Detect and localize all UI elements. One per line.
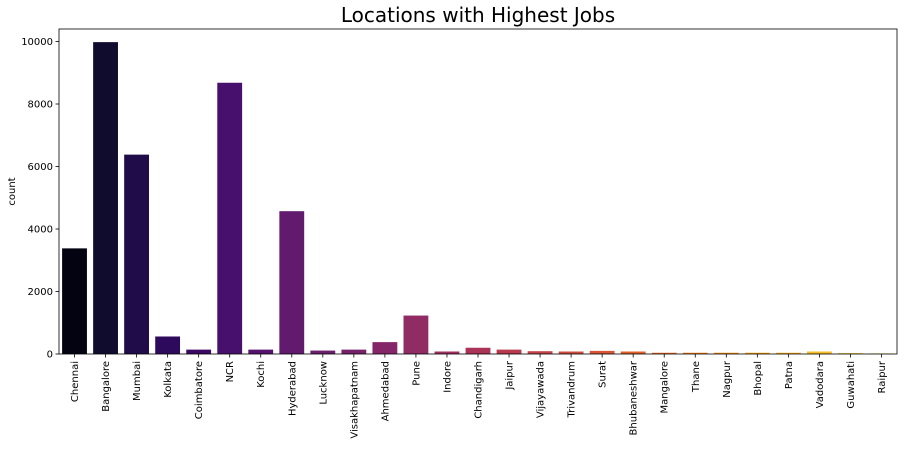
bar-indore (434, 351, 460, 354)
bar-ahmedabad (372, 342, 398, 354)
x-tick-label: Visakhapatnam (349, 361, 360, 439)
x-tick-label: Bhopal (753, 361, 764, 396)
x-tick-label: Trivandrum (567, 361, 578, 418)
y-tick-label: 6000 (28, 162, 53, 173)
bar-vijayawada (527, 351, 553, 354)
x-tick-label: Bangalore (101, 361, 112, 412)
x-tick-label: Hyderabad (287, 361, 298, 416)
bar-vadodara (806, 351, 832, 354)
bar-kochi (248, 349, 274, 354)
x-tick-label: Vijayawada (536, 361, 547, 418)
x-tick-label: Vadodara (815, 361, 826, 408)
x-tick-label: Thane (691, 361, 702, 393)
chart-title: Locations with Highest Jobs (341, 3, 615, 27)
bars-layer (62, 42, 894, 354)
x-tick-label: Chandigarh (474, 361, 485, 419)
x-tick-label: Kolkata (163, 361, 174, 398)
y-tick-label: 8000 (28, 100, 53, 111)
x-tick-label: Coimbatore (194, 361, 205, 419)
y-axis: 0 2000 4000 6000 8000 10000 (21, 37, 59, 361)
bar-lucknow (310, 350, 336, 354)
x-tick-label: Raipur (877, 360, 888, 393)
y-axis-title: count (7, 177, 18, 205)
x-tick-label: Indore (442, 361, 453, 393)
x-tick-label: Surat (598, 361, 609, 388)
x-tick-label: Patna (784, 361, 795, 389)
bar-trivandrum (558, 351, 584, 354)
x-tick-label: Lucknow (318, 361, 329, 405)
plot-frame (58, 28, 898, 355)
bar-patna (775, 352, 801, 354)
x-tick-label: Jaipur (505, 360, 516, 391)
bar-ncr (217, 82, 243, 354)
bar-hyderabad (279, 211, 305, 354)
bar-pune (403, 315, 429, 354)
x-tick-label: Pune (411, 361, 422, 386)
x-tick-label: Kochi (256, 361, 267, 388)
bar-nagpur (713, 352, 739, 354)
bar-thane (682, 352, 708, 354)
bar-coimbatore (186, 349, 212, 354)
bar-chandigarh (465, 347, 491, 354)
bar-bangalore (93, 42, 118, 354)
x-tick-label: NCR (225, 361, 236, 382)
bar-surat (589, 350, 615, 354)
x-tick-label: Mumbai (132, 361, 143, 401)
x-tick-label: Chennai (70, 361, 81, 402)
y-tick-label: 10000 (21, 37, 53, 48)
bar-jaipur (496, 349, 522, 354)
bar-guwahati (838, 353, 863, 354)
bar-bhubaneshwar (620, 351, 646, 354)
x-tick-label: Ahmedabad (380, 361, 391, 421)
y-tick-label: 2000 (28, 287, 53, 298)
x-axis: Chennai Bangalore Mumbai Kolkata Coimbatore N… (70, 354, 888, 439)
bar-kolkata (155, 336, 181, 354)
x-tick-label: Bhubaneshwar (629, 360, 640, 435)
bar-bhopal (744, 352, 770, 354)
x-tick-label: Nagpur (722, 360, 733, 398)
y-tick-label: 4000 (28, 225, 53, 236)
bar-mangalore (651, 352, 677, 354)
x-tick-label: Mangalore (660, 361, 671, 414)
x-tick-label: Guwahati (846, 361, 857, 409)
bar-mumbai (124, 154, 150, 354)
y-tick-label: 0 (47, 350, 53, 361)
bar-chennai (62, 248, 87, 354)
bar-visakhapatnam (341, 349, 367, 354)
